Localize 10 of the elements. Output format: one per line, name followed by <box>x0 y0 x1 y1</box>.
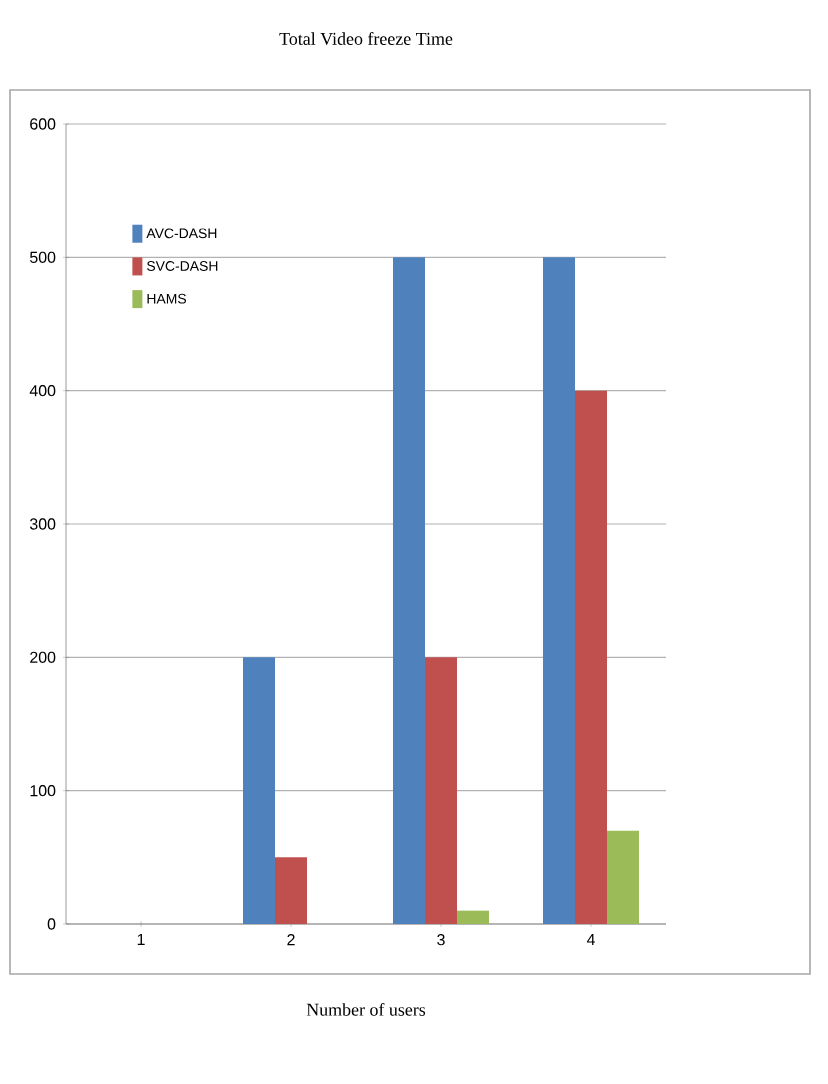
bar <box>607 830 639 924</box>
bar <box>243 657 275 924</box>
chart-title: Total Video freeze Time <box>279 32 453 45</box>
bar <box>457 910 489 924</box>
bar <box>543 257 575 924</box>
bar <box>275 857 307 924</box>
bar <box>575 390 607 924</box>
bar <box>425 657 457 924</box>
bar <box>393 257 425 924</box>
x-axis-title: Number of users <box>306 1003 426 1016</box>
